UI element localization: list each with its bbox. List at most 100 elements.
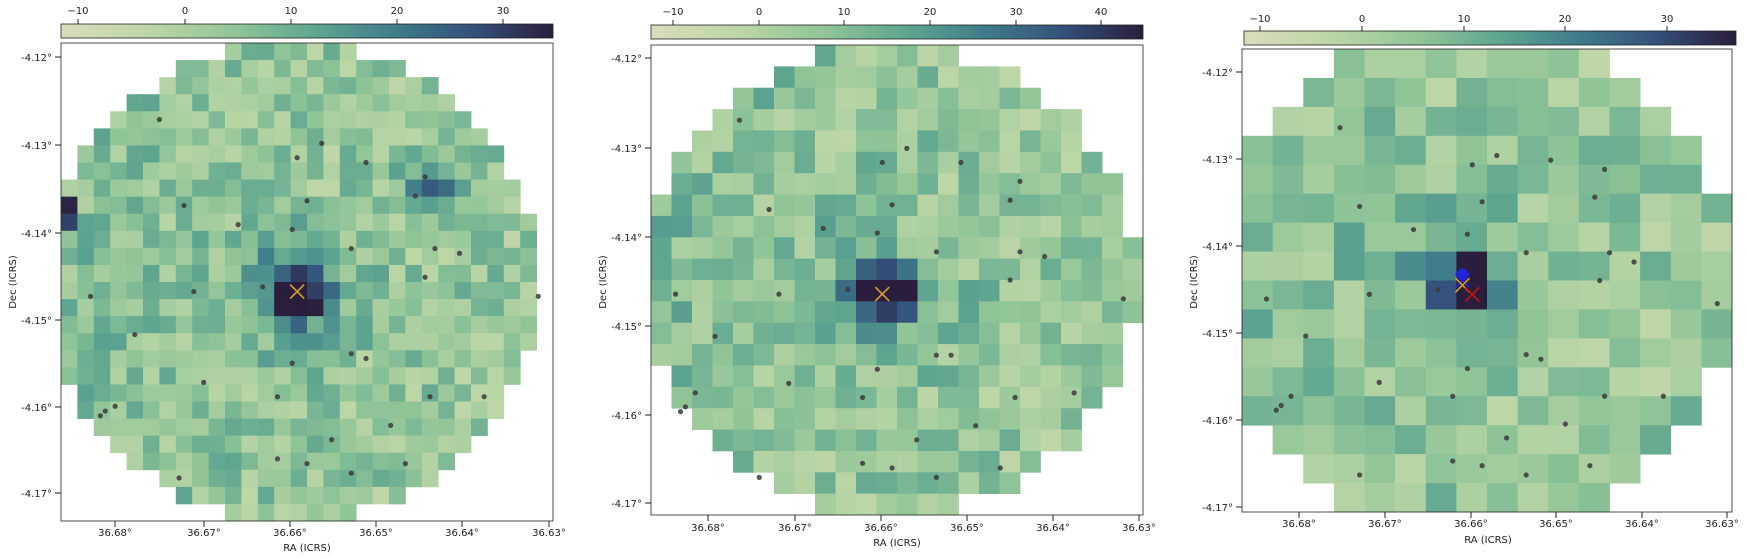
heatmap-cell [856,130,877,153]
heatmap-cell [958,386,980,409]
source-point [1714,301,1720,307]
heatmap-cell [225,247,242,266]
heatmap-cell [503,367,521,385]
heatmap-cell [356,333,373,351]
heatmap-cell [1395,49,1427,79]
heatmap-cell [372,230,390,249]
heatmap-cell [1640,309,1672,339]
heatmap-cell [274,503,291,522]
heatmap-cell [1487,280,1519,310]
heatmap-cell [77,384,95,402]
heatmap-cell [241,316,259,334]
heatmap-cell [1333,454,1365,484]
source-point [766,206,772,213]
heatmap-cell [1456,135,1488,166]
heatmap-cell [1609,251,1641,281]
heatmap-cell [733,173,754,195]
heatmap-cell [257,299,275,317]
heatmap-cell [897,322,918,345]
heatmap-cell [77,247,95,266]
heatmap-cell [794,450,816,473]
heatmap-cell [856,301,877,324]
heatmap-cell [774,173,795,195]
source-point [682,404,689,410]
heatmap-cell [438,282,455,300]
heatmap-cell [454,264,472,283]
heatmap-cell [1517,193,1549,224]
heatmap-cell [274,43,291,61]
heatmap-cell [208,401,226,419]
heatmap-cell [274,247,291,266]
heatmap-cell [753,301,775,324]
heatmap-cell [143,94,160,112]
heatmap-cell [225,299,242,317]
heatmap-cell [307,452,324,471]
heatmap-cell [815,472,836,495]
heatmap-cell [175,77,193,95]
source-point [914,437,920,443]
heatmap-cell [307,179,324,198]
heatmap-cell [1609,222,1641,252]
heatmap-cell [1578,280,1610,310]
heatmap-cell [339,128,357,146]
heatmap-cell [938,493,959,516]
heatmap-cell [487,367,505,385]
heatmap-cell [290,162,308,180]
heatmap-cell [438,452,455,471]
heatmap-cell [290,94,308,112]
heatmap-cell [290,452,308,471]
heatmap-cell [339,43,357,61]
heatmap-cell [733,258,754,281]
plot-frame [60,42,554,522]
heatmap-cell [192,452,209,471]
heatmap-cell [487,350,505,368]
heatmap-cell [339,162,357,180]
heatmap-cell [356,384,373,402]
heatmap-cell [225,333,242,351]
heatmap-cell [339,333,357,351]
y-axis: -4.12° -4.13° -4.14° -4.15° -4.16° -4.17… [598,54,651,510]
heatmap-cell [175,111,193,129]
heatmap-cell [421,469,439,488]
heatmap-cell [1040,301,1062,324]
heatmap-cell [876,493,898,516]
heatmap-cell [274,367,291,385]
heatmap-cell [454,299,472,317]
heatmap-cell [274,282,291,300]
heatmap-cell [257,333,275,351]
heatmap-cell [1640,425,1672,455]
heatmap-cell [979,365,1000,388]
heatmap-cell [917,493,939,516]
heatmap-cell [1020,365,1041,388]
heatmap-cell [753,215,775,238]
heatmap-cell [1020,450,1041,473]
heatmap-cell [520,264,537,283]
heatmap-cell [356,128,373,146]
heatmap-cell [471,418,488,437]
heatmap-cell [454,162,472,180]
heatmap-cell [1303,135,1335,166]
x-tick-label: 36.64° [1625,519,1659,530]
source-point [933,249,939,255]
heatmap-cell [159,196,177,215]
heatmap-cell [438,264,455,283]
x-tick-label: 36.66° [1454,519,1488,530]
heatmap-cell [405,162,423,180]
heatmap-cell [421,452,439,471]
heatmap-cell [692,130,713,153]
heatmap-cell [1395,396,1427,426]
heatmap-cell [876,472,898,495]
heatmap-cell [671,151,693,174]
heatmap-cell [651,344,672,366]
plot-frame [650,44,1144,516]
x-tick-label: 36.67° [187,528,221,539]
heatmap-cell [438,128,455,146]
heatmap-cell [503,299,521,317]
colorbar-ticks: −10 0 10 20 30 [67,6,509,24]
heatmap-cell [753,408,775,430]
x-tick-label: 36.67° [1368,519,1402,530]
heatmap-cell [307,299,324,317]
heatmap-cell [389,486,406,505]
heatmap-cell [257,486,275,505]
heatmap-cell [339,179,357,198]
